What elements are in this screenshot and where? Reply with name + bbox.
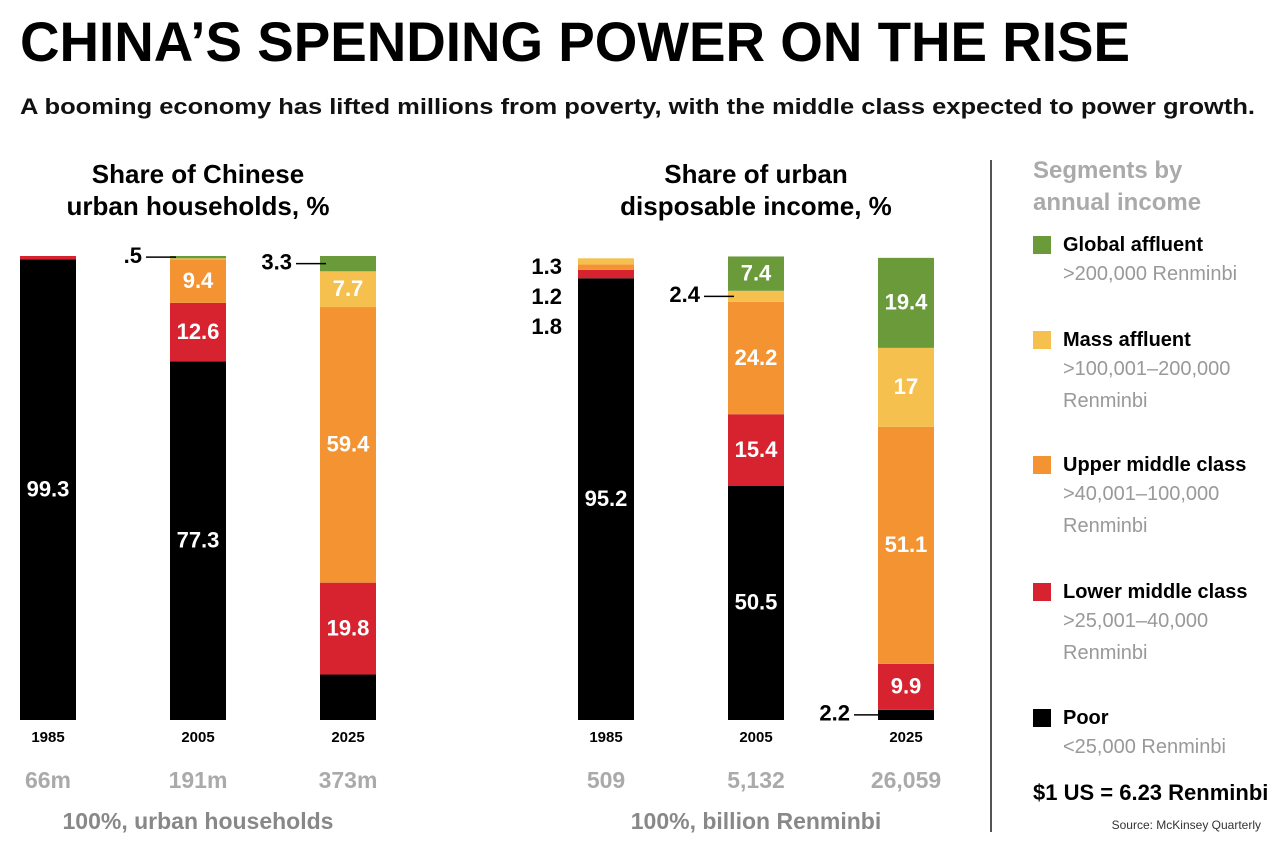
bar-segment (320, 271, 376, 308)
value-label: 9.9 (891, 674, 922, 699)
legend-title-line: Segments by (1033, 157, 1183, 184)
x-tick-label: 1985 (589, 729, 622, 746)
x-tick-label: 1985 (31, 729, 64, 746)
value-label: 7.7 (333, 276, 364, 301)
chart-title: Share of Chinese (92, 159, 304, 189)
value-label: 99.3 (27, 476, 70, 501)
value-label: 17 (894, 374, 918, 399)
bar-segment (728, 414, 784, 486)
bar-segment (20, 259, 76, 720)
bar-segment (878, 426, 934, 664)
bar-segment (878, 347, 934, 427)
value-label: 1.8 (531, 314, 562, 339)
chart-title: disposable income, % (620, 191, 892, 221)
x-tick-label: 2025 (889, 729, 922, 746)
total-label: 191m (169, 767, 228, 793)
value-label: 19.4 (885, 290, 929, 315)
bar-segment (728, 301, 784, 415)
value-label: 2.4 (669, 282, 700, 307)
bar-segment (878, 709, 934, 720)
bar-segment (320, 674, 376, 720)
subtitle: A booming economy has lifted millions fr… (20, 94, 1255, 119)
total-label: 373m (319, 767, 378, 793)
value-label: 7.4 (741, 260, 772, 285)
value-label: 24.2 (735, 345, 778, 370)
legend-title-line: annual income (1033, 189, 1202, 216)
legend-swatch (1033, 456, 1051, 474)
total-label: 509 (587, 767, 625, 793)
value-label: 1.3 (531, 254, 562, 279)
bar-segment (728, 256, 784, 291)
total-label: 5,132 (727, 767, 785, 793)
legend-name: Poor (1063, 707, 1109, 729)
legend-description: >40,001–100,000 Renminbi (1063, 483, 1220, 537)
bar-segment (320, 582, 376, 675)
legend-swatch (1033, 236, 1051, 254)
bar-segment (878, 663, 934, 710)
exchange-rate: $1 US = 6.23 Renminbi (1033, 780, 1269, 805)
legend-swatch (1033, 709, 1051, 727)
value-label: 9.4 (183, 268, 214, 293)
legend-item: Global affluent >200,000 Renminbi (1033, 232, 1268, 290)
bar-segment (878, 257, 934, 348)
legend-title: Segments by annual income (1033, 155, 1273, 219)
value-label: 19.8 (327, 615, 370, 640)
bar-segment (20, 256, 76, 260)
legend-name: Lower middle class (1063, 581, 1248, 603)
value-label: .5 (124, 243, 142, 268)
legend-name: Global affluent (1063, 234, 1203, 256)
value-label: 59.4 (327, 432, 371, 457)
x-tick-label: 2005 (181, 729, 214, 746)
value-label: 3.3 (261, 249, 292, 274)
bar-segment (578, 264, 634, 270)
total-label: 66m (25, 767, 71, 793)
bar-segment (728, 290, 784, 302)
legend-swatch (1033, 331, 1051, 349)
value-label: 95.2 (585, 486, 628, 511)
source: Source: McKinsey Quarterly (1111, 818, 1261, 832)
bar-segment (170, 259, 226, 303)
headline: CHINA’S SPENDING POWER ON THE RISE (20, 10, 1130, 73)
chart-title: urban households, % (67, 191, 330, 221)
legend-name: Mass affluent (1063, 329, 1191, 351)
legend-description: <25,000 Renminbi (1063, 736, 1226, 758)
legend-swatch (1033, 583, 1051, 601)
bar-segment (728, 485, 784, 720)
x-tick-label: 2025 (331, 729, 364, 746)
bar-segment (320, 256, 376, 272)
legend-item: Poor <25,000 Renminbi (1033, 705, 1268, 763)
bar-segment (170, 302, 226, 362)
value-label: 2.2 (819, 701, 850, 726)
bar-segment (578, 269, 634, 279)
legend-item: Mass affluent >100,001–200,000 Renminbi (1033, 327, 1268, 417)
value-label: 12.6 (177, 319, 220, 344)
bar-segment (170, 256, 226, 259)
bar-segment (578, 278, 634, 720)
chart-title: Share of urban (664, 159, 847, 189)
legend-item: Lower middle class >25,001–40,000 Renminb… (1033, 579, 1268, 669)
legend: Segments by annual income $1 US = 6.23 R… (1033, 155, 1273, 845)
bar-segment (578, 258, 634, 265)
legend-name: Upper middle class (1063, 454, 1247, 476)
x-tick-label: 2005 (739, 729, 772, 746)
bar-segment (170, 361, 226, 720)
value-label: 1.2 (531, 284, 562, 309)
total-label: 26,059 (871, 767, 941, 793)
value-label: 51.1 (885, 532, 928, 557)
legend-description: >200,000 Renminbi (1063, 263, 1238, 285)
value-label: 77.3 (177, 527, 220, 552)
legend-description: >100,001–200,000 Renminbi (1063, 358, 1231, 412)
chart-note: 100%, billion Renminbi (631, 808, 881, 834)
value-label: 50.5 (735, 590, 778, 615)
legend-item: Upper middle class >40,001–100,000 Renmin… (1033, 452, 1268, 542)
chart-note: 100%, urban households (63, 808, 334, 834)
bar-segment (320, 307, 376, 583)
legend-description: >25,001–40,000 Renminbi (1063, 610, 1209, 664)
bar-segment (170, 258, 226, 260)
value-label: 15.4 (735, 437, 779, 462)
